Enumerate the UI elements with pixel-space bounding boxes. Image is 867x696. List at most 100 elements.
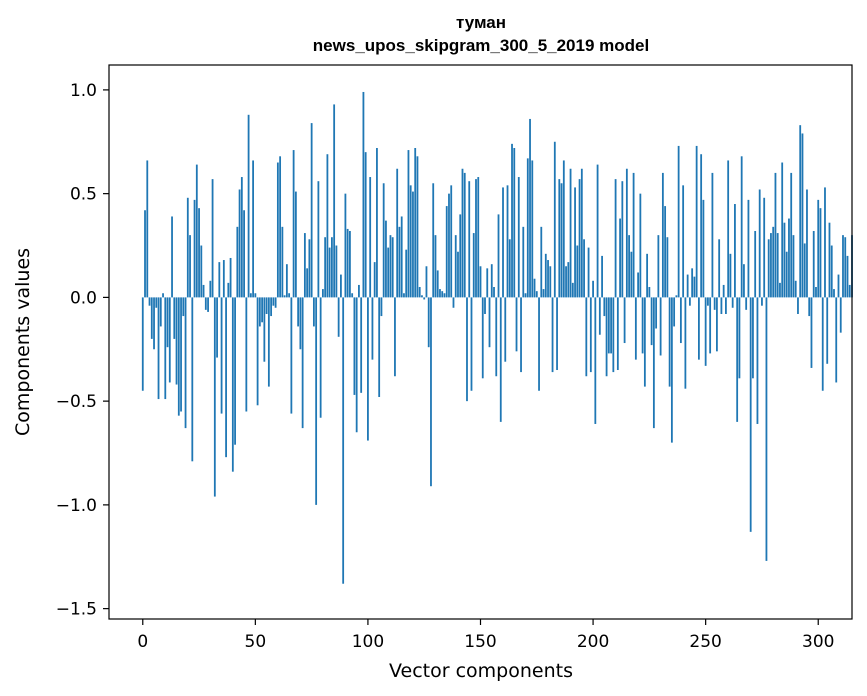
bar (743, 264, 745, 298)
bar (767, 239, 770, 298)
bar (641, 297, 644, 354)
bar (373, 262, 376, 298)
bar (529, 118, 531, 298)
bar (625, 168, 628, 298)
bar (229, 257, 232, 298)
bar (515, 297, 518, 352)
bar (779, 282, 781, 298)
bar (643, 297, 646, 387)
bar (835, 297, 838, 383)
bar (159, 297, 162, 327)
bar (677, 145, 680, 298)
bar (216, 297, 218, 358)
bar (686, 274, 689, 298)
bar (713, 297, 716, 310)
bar (195, 164, 198, 298)
bar (346, 228, 349, 298)
bar (801, 133, 804, 298)
bar (493, 287, 495, 298)
bar (479, 266, 482, 298)
bar (817, 199, 820, 298)
bar (583, 239, 585, 298)
bar (657, 235, 660, 298)
bar (459, 214, 462, 298)
bar (265, 297, 268, 314)
y-tick-label: −1.5 (56, 600, 97, 620)
bar (792, 235, 795, 298)
bar (198, 208, 200, 298)
bar (234, 297, 236, 445)
bar (371, 297, 374, 360)
bar (571, 282, 574, 298)
bar (839, 297, 842, 333)
bar (326, 154, 329, 298)
bar (186, 197, 189, 298)
bar (542, 289, 545, 298)
bar (682, 185, 685, 298)
bar (270, 297, 273, 317)
bar (299, 297, 302, 350)
x-axis-ticks: 0 50 100 150 200 250 300 (137, 619, 834, 652)
bar (337, 297, 340, 337)
bar (141, 297, 144, 391)
bar (430, 297, 432, 487)
bar (603, 297, 606, 317)
bar (826, 297, 829, 364)
bar (389, 235, 392, 298)
bar (380, 297, 383, 317)
bar (707, 297, 709, 306)
bar (549, 266, 552, 298)
bar (770, 233, 772, 298)
bar (517, 177, 520, 298)
bar (747, 199, 750, 298)
bar (722, 284, 725, 298)
bar (382, 183, 385, 298)
bar (679, 297, 682, 344)
bar (688, 297, 691, 306)
bar (695, 145, 698, 298)
bar (204, 297, 207, 310)
bar (450, 185, 453, 298)
bar (414, 148, 417, 298)
y-tick-label: 1.0 (70, 81, 97, 101)
bar (533, 278, 536, 298)
bar (403, 293, 405, 298)
bar (247, 114, 250, 298)
bar (490, 264, 493, 298)
bar (524, 293, 527, 298)
bar (837, 274, 840, 298)
bar (592, 280, 594, 298)
bar (560, 183, 563, 298)
bar (425, 266, 428, 298)
bar (765, 297, 768, 561)
bar (405, 249, 408, 298)
bar (639, 193, 642, 298)
bar (398, 226, 401, 298)
bar (788, 218, 790, 298)
bar (303, 233, 306, 298)
bar (668, 297, 671, 387)
y-tick-label: −1.0 (56, 496, 97, 516)
bar (409, 185, 412, 298)
bar (513, 148, 516, 298)
bar (315, 297, 318, 505)
bar (596, 164, 599, 298)
bar (218, 262, 221, 298)
bar (162, 293, 164, 298)
bar (752, 297, 754, 379)
bar (182, 297, 185, 317)
bar (274, 297, 277, 308)
bar (351, 293, 354, 298)
bar (355, 297, 358, 433)
bar (157, 297, 160, 400)
bar (614, 179, 617, 298)
bar (331, 237, 333, 298)
bar (454, 235, 457, 298)
bar (488, 297, 491, 348)
bar (240, 177, 243, 298)
bar (468, 181, 471, 298)
bar (466, 297, 468, 402)
bar (790, 172, 793, 298)
bar (729, 253, 732, 298)
bar (189, 235, 191, 298)
